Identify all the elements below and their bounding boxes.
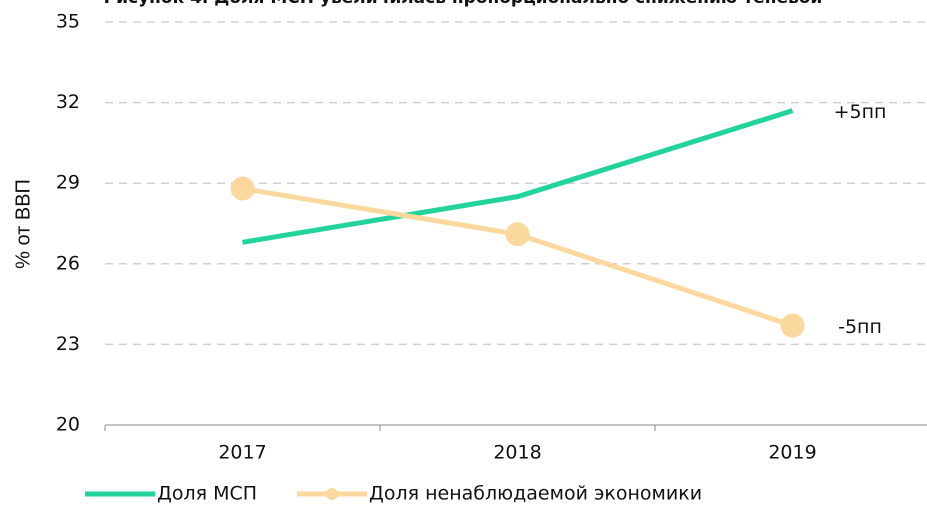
y-axis-label: % от ВВП [12,179,34,269]
line [242,186,794,328]
marker [780,313,805,338]
y-tick-label: 20 [56,414,80,436]
y-tick-label: 35 [56,11,80,33]
legend-label: Доля МСП [157,483,257,505]
legend-label: Доля ненаблюдаемой экономики [369,483,702,505]
y-tick-label: 26 [56,252,80,274]
x-tick-label: 2018 [493,442,541,464]
x-tick-label: 2017 [218,442,266,464]
line [242,108,794,245]
marker [505,222,530,247]
x-tick-label: 2019 [768,442,816,464]
y-tick-label: 23 [56,333,80,355]
annotation: +5пп [834,101,887,123]
y-tick-label: 29 [56,172,80,194]
chart-title: Рисунок 4. Доля МСП увеличилась пропорци… [104,0,823,8]
annotation: -5пп [838,316,882,338]
y-tick-label: 32 [56,91,80,113]
legend-marker [326,488,339,500]
marker [230,176,255,201]
